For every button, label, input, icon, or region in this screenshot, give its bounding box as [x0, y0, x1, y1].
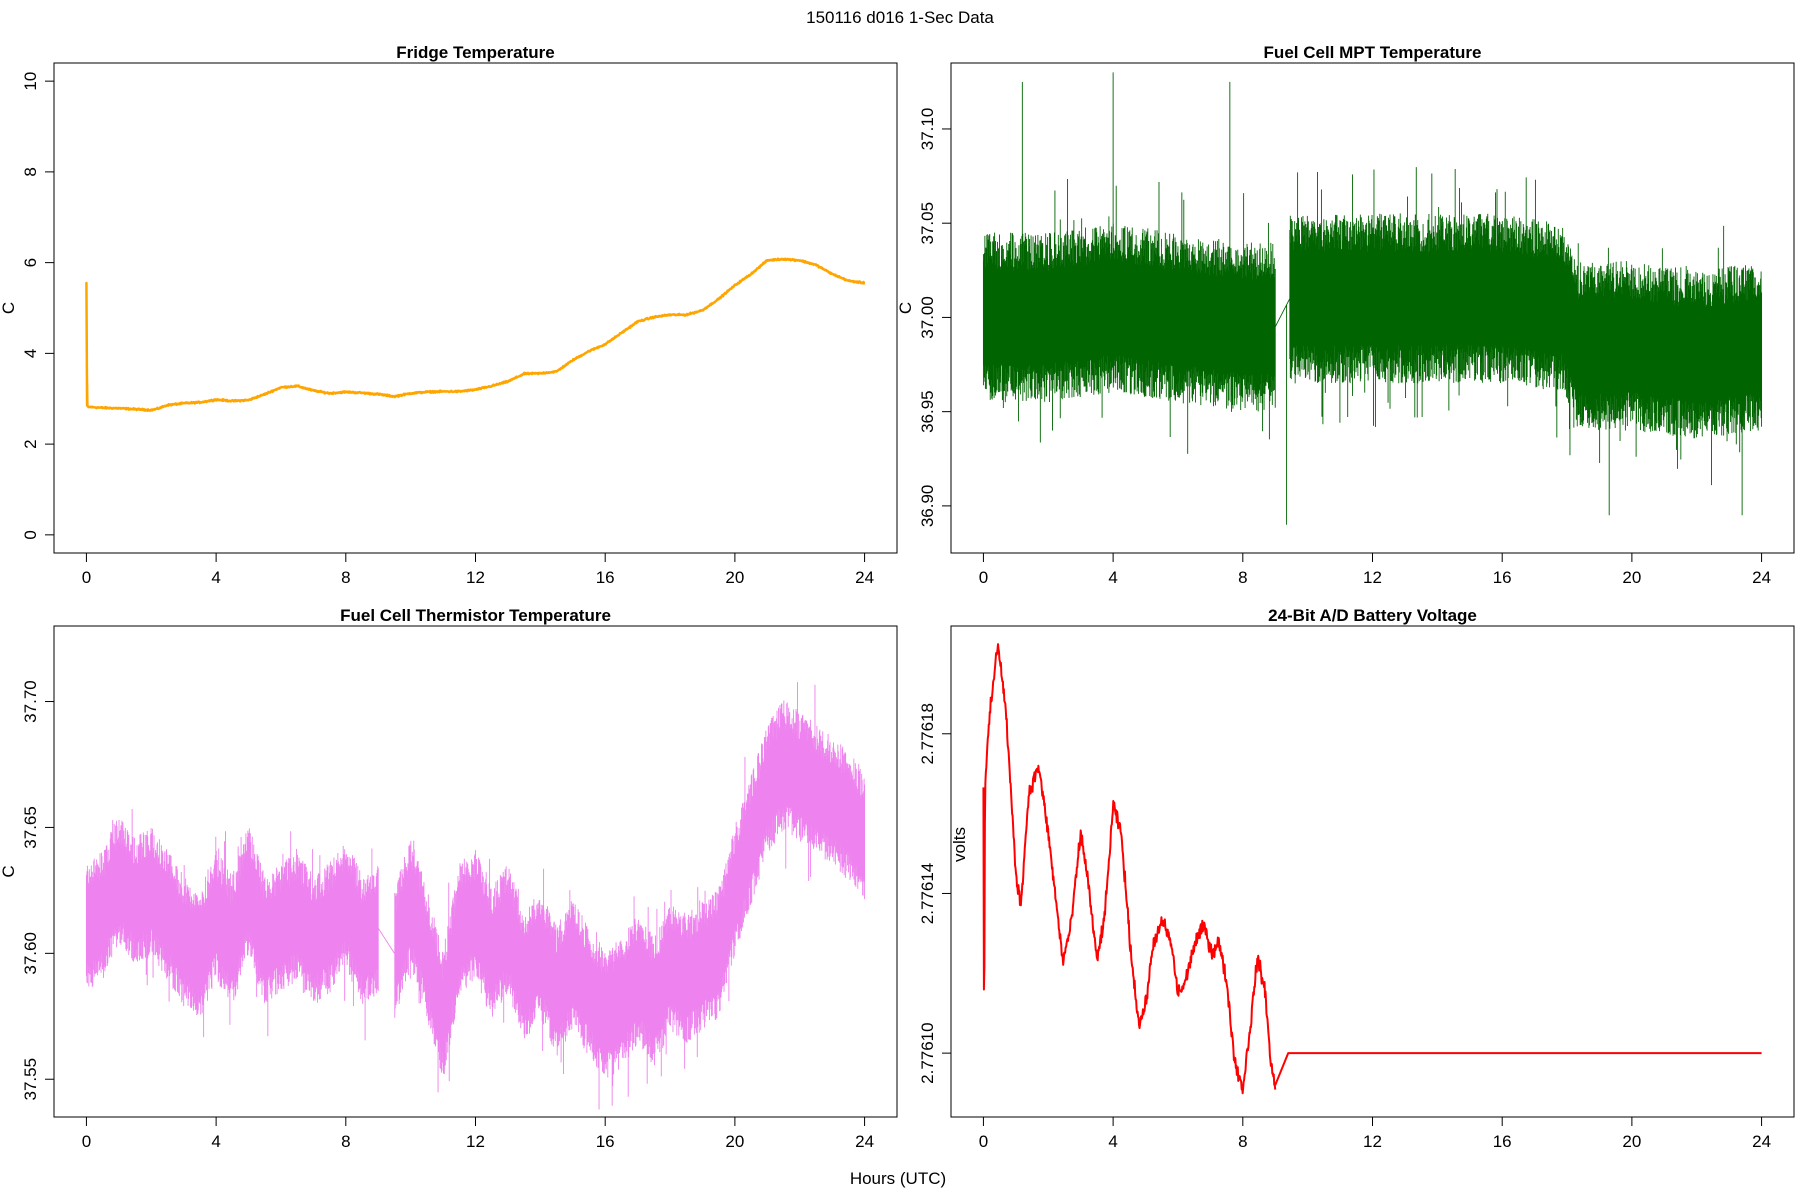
y-tick-label: 2.77610: [918, 1022, 937, 1083]
figure-title: 150116 d016 1-Sec Data: [806, 8, 994, 27]
series-fuel-cell-thermistor-temperature: [85, 682, 866, 1110]
x-tick-label: 8: [1238, 568, 1247, 587]
y-tick-label: 37.65: [21, 806, 40, 849]
y-tick-label: 0: [21, 530, 40, 539]
y-tick-label: 37.05: [918, 202, 937, 245]
x-tick-label: 12: [466, 1132, 485, 1151]
y-tick-label: 37.60: [21, 932, 40, 975]
x-tick-label: 8: [1238, 1132, 1247, 1151]
y-tick-label: 37.70: [21, 680, 40, 723]
y-tick-label: 37.00: [918, 296, 937, 339]
y-tick-label: 36.95: [918, 390, 937, 433]
panel-fuel-cell-mpt-temperature: Fuel Cell MPT Temperature 0 4 8 12 16 20 24 36.9…: [896, 43, 1795, 587]
y-tick-label: 4: [21, 349, 40, 358]
y-tick-label: 8: [21, 167, 40, 176]
y-tick-label: 37.55: [21, 1058, 40, 1101]
series-battery-voltage: [982, 643, 1762, 1095]
y-axis-label: C: [0, 302, 18, 314]
x-tick-label: 24: [1752, 568, 1771, 587]
y-axis-label: C: [0, 865, 18, 877]
y-tick-label: 2: [21, 439, 40, 448]
x-tick-label: 16: [1493, 568, 1512, 587]
x-tick-label: 20: [725, 1132, 744, 1151]
y-tick-label: 2.77614: [918, 863, 937, 924]
x-tick-label: 12: [1363, 568, 1382, 587]
x-tick-label: 8: [341, 1132, 350, 1151]
series-line: [982, 72, 1763, 525]
x-tick-label: 20: [1622, 568, 1641, 587]
x-tick-label: 24: [1752, 1132, 1771, 1151]
x-tick-label: 0: [979, 1132, 988, 1151]
panel-title: Fuel Cell MPT Temperature: [1264, 43, 1482, 62]
x-tick-label: 20: [1622, 1132, 1641, 1151]
panel-title: Fridge Temperature: [396, 43, 554, 62]
panel-fuel-cell-thermistor-temperature: Fuel Cell Thermistor Temperature 0 4 8 12 16 2…: [0, 606, 898, 1151]
x-tick-label: 4: [1108, 1132, 1117, 1151]
y-tick-label: 2.77618: [918, 703, 937, 764]
x-tick-label: 20: [725, 568, 744, 587]
x-tick-label: 12: [1363, 1132, 1382, 1151]
panel-title: Fuel Cell Thermistor Temperature: [340, 606, 611, 625]
x-tick-label: 8: [341, 568, 350, 587]
x-tick-label: 4: [211, 1132, 220, 1151]
x-tick-label: 12: [466, 568, 485, 587]
series-line: [982, 643, 1762, 1095]
y-tick-label: 36.90: [918, 485, 937, 528]
x-tick-label: 0: [979, 568, 988, 587]
figure-x-axis-label: Hours (UTC): [850, 1169, 946, 1188]
x-tick-label: 24: [855, 1132, 874, 1151]
x-tick-label: 16: [1493, 1132, 1512, 1151]
x-tick-label: 4: [211, 568, 220, 587]
y-axis-label: C: [896, 302, 915, 314]
x-tick-label: 4: [1108, 568, 1117, 587]
x-tick-label: 16: [596, 1132, 615, 1151]
panel-battery-voltage: 24-Bit A/D Battery Voltage 0 4 8 12 16 20 24 2.7…: [918, 606, 1795, 1151]
x-tick-label: 16: [596, 568, 615, 587]
y-tick-label: 6: [21, 258, 40, 267]
panel-title: 24-Bit A/D Battery Voltage: [1268, 606, 1477, 625]
y-axis-label: volts: [950, 827, 969, 862]
series-line: [85, 682, 866, 1110]
x-tick-label: 24: [855, 568, 874, 587]
series-line: [85, 257, 866, 412]
y-tick-label: 37.10: [918, 108, 937, 151]
x-tick-label: 0: [82, 568, 91, 587]
series-fridge-temperature: [85, 257, 866, 412]
y-tick-label: 10: [21, 72, 40, 91]
series-fuel-cell-mpt-temperature: [982, 72, 1763, 525]
x-tick-label: 0: [82, 1132, 91, 1151]
